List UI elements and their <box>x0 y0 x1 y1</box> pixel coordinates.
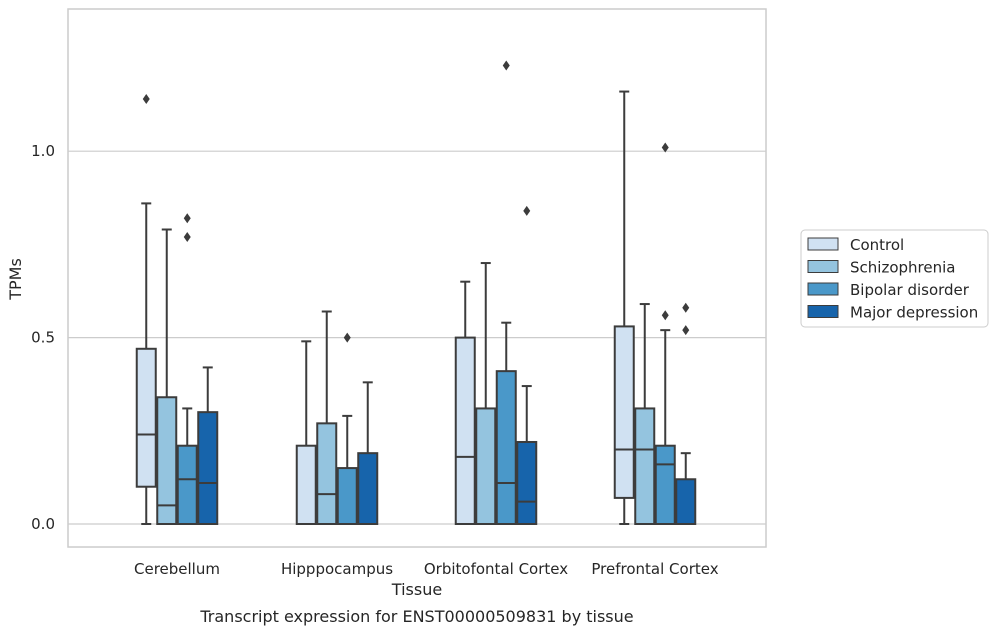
y-tick-label: 0.0 <box>31 515 55 533</box>
y-axis-label: TPMs <box>6 258 25 301</box>
legend-swatch <box>807 260 839 273</box>
box-body <box>295 444 317 526</box>
box-body <box>197 411 219 525</box>
plot-area <box>135 60 697 526</box>
outlier-point <box>682 325 690 336</box>
box-body <box>516 440 538 526</box>
legend-label: Bipolar disorder <box>850 281 970 299</box>
outlier-point <box>502 60 510 71</box>
legend-swatch <box>807 282 839 296</box>
legend-label: Schizophrenia <box>850 259 955 277</box>
box-element <box>357 381 379 525</box>
box-element <box>675 302 697 526</box>
box-body <box>475 407 497 526</box>
box-body <box>176 444 198 526</box>
y-tick-label: 1.0 <box>31 142 55 160</box>
legend: Control Schizophrenia Bipolar disorder Majo… <box>800 229 989 328</box>
y-tick-label: 0.5 <box>31 329 55 347</box>
box-element <box>156 228 178 525</box>
outlier-point <box>661 310 669 321</box>
x-tick-label: Cerebellum <box>134 560 220 578</box>
legend-swatch <box>807 237 839 251</box>
box-element <box>295 340 317 526</box>
box-body <box>634 407 656 526</box>
box-body <box>454 336 476 525</box>
x-tick-label: Hipppocampus <box>281 560 393 578</box>
outlier-point <box>523 205 531 216</box>
box-element <box>516 205 538 526</box>
box-element <box>454 280 476 525</box>
box-body <box>316 422 338 525</box>
plot-frame <box>67 8 767 548</box>
y-axis-ticks: 0.00.51.01.52.02.5 <box>31 142 55 533</box>
box-body <box>495 370 517 526</box>
box-body <box>613 325 635 499</box>
outlier-point <box>183 231 191 242</box>
box-body <box>135 347 157 488</box>
box-element <box>316 310 338 525</box>
box-element <box>336 332 358 525</box>
box-element <box>176 213 198 526</box>
box-element <box>495 60 517 526</box>
legend-label: Control <box>850 236 904 254</box>
box-element <box>654 142 676 526</box>
x-tick-label: Orbitofontal Cortex <box>424 560 568 578</box>
box-body <box>357 452 379 525</box>
outlier-point <box>682 302 690 313</box>
x-axis-ticks: Cerebellum Hipppocampus Orbitofontal Corte… <box>134 560 719 578</box>
box-element <box>613 90 635 525</box>
box-element <box>634 303 656 526</box>
box-body <box>654 444 676 526</box>
chart-caption: Transcript expression for ENST0000050983… <box>199 607 633 626</box>
x-tick-label: Prefrontal Cortex <box>591 560 718 578</box>
legend-swatch <box>807 305 839 318</box>
legend-frame <box>800 229 989 328</box>
outlier-point <box>661 142 669 153</box>
box-element <box>135 94 157 525</box>
x-axis-label: Tissue <box>391 580 442 599</box>
outlier-point <box>183 213 191 224</box>
box-body <box>336 467 358 525</box>
box-element <box>475 262 497 526</box>
legend-label: Major depression <box>850 304 978 322</box>
outlier-point <box>142 94 150 105</box>
outlier-point <box>343 332 351 343</box>
box-body <box>675 478 697 526</box>
box-element <box>197 366 219 525</box>
box-body <box>156 396 178 525</box>
